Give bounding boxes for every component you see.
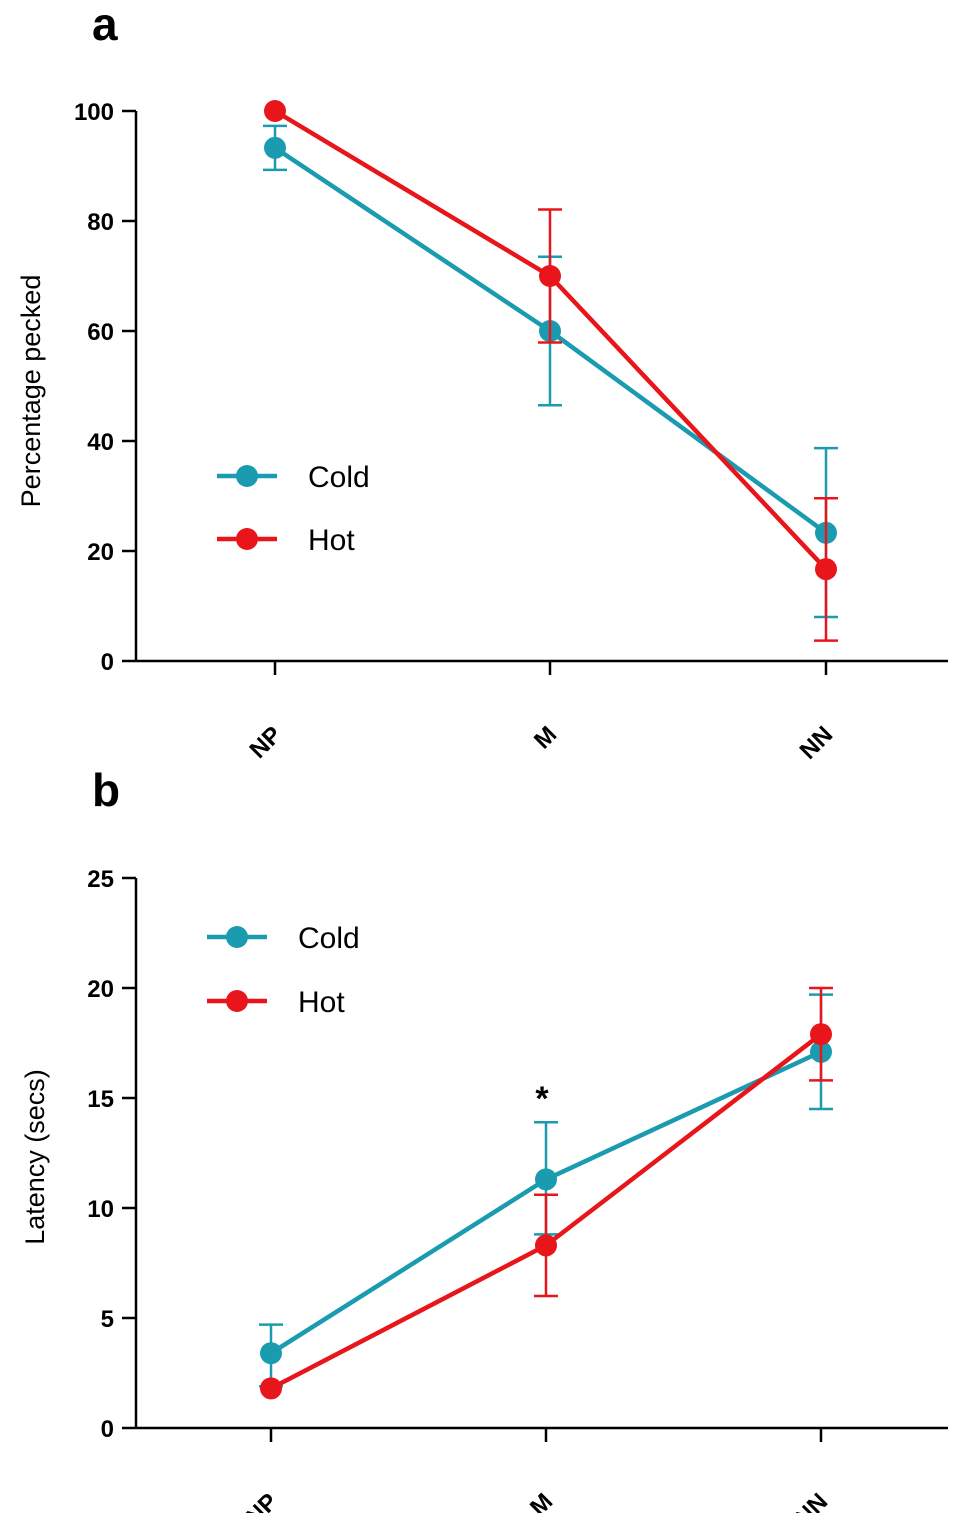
data-point-hot [810,1023,832,1046]
data-point-cold [535,1168,557,1191]
x-tick-label: NP [245,721,288,764]
y-tick-label: 0 [101,1416,114,1443]
data-point-cold [260,1342,282,1365]
y-tick-label: 100 [74,99,114,126]
y-tick-label: 60 [87,319,114,346]
y-axis-title: Latency (secs) [20,1069,50,1245]
data-point-hot [815,558,837,581]
plot-area: 0 20 40 60 80 100 NP M NN Cold Hot [74,99,948,765]
legend-label-cold: Cold [298,922,360,955]
data-point-hot [539,265,561,287]
plot-area: 0 5 10 15 20 25 NP M NN Cold Hot * [87,866,948,1513]
significance-asterisk: * [535,1080,549,1118]
legend-swatch-marker [226,926,248,948]
legend-label-hot: Hot [298,986,345,1019]
x-tick-label: M [525,1488,558,1513]
y-tick-label: 20 [87,539,114,566]
panel-b: b Latency (secs) 0 5 10 15 20 25 NP M NN Cold Hot * [20,764,948,1513]
data-point-cold [264,136,286,159]
legend-label-hot: Hot [308,524,355,557]
y-tick-label: 15 [87,1086,114,1113]
legend-label-cold: Cold [308,461,370,494]
y-tick-label: 5 [101,1306,114,1333]
data-point-hot [260,1377,282,1400]
x-tick-label: M [529,721,562,754]
legend-swatch-marker [236,528,258,550]
x-tick-label: NN [795,721,839,765]
y-tick-label: 10 [87,1196,114,1223]
legend-swatch-marker [236,465,258,487]
y-axis-title: Percentage pecked [16,275,46,508]
y-tick-label: 0 [101,649,114,676]
panel-label-a: a [92,0,118,50]
data-point-hot [264,100,286,122]
panel-label-b: b [92,764,120,816]
y-tick-label: 40 [87,429,114,456]
y-tick-label: 20 [87,976,114,1003]
x-tick-label: NN [790,1488,834,1513]
y-tick-label: 80 [87,209,114,236]
data-point-hot [535,1234,557,1257]
panel-a: a Percentage pecked 0 20 40 60 80 100 NP M NN Col… [16,0,948,765]
legend-swatch-marker [226,990,248,1012]
y-tick-label: 25 [87,866,114,893]
x-tick-label: NP [241,1488,284,1513]
